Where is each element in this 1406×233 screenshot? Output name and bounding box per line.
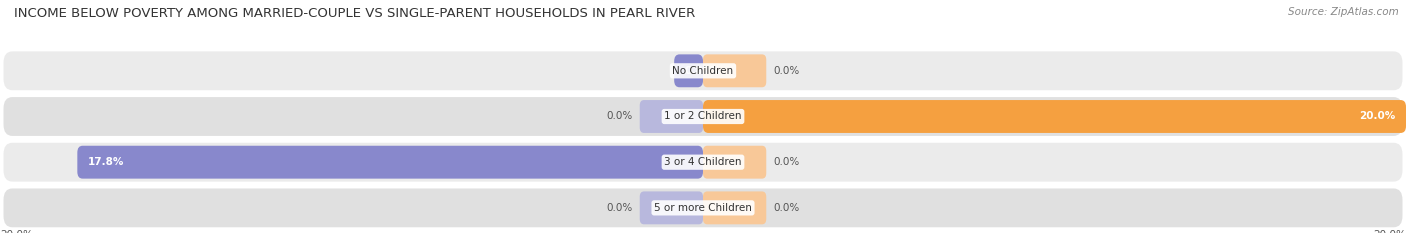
Text: 0.0%: 0.0% — [606, 112, 633, 121]
Text: 0.0%: 0.0% — [773, 157, 800, 167]
FancyBboxPatch shape — [640, 192, 703, 224]
Text: 20.0%: 20.0% — [0, 230, 32, 233]
FancyBboxPatch shape — [4, 97, 1402, 136]
Text: 0.82%: 0.82% — [685, 66, 721, 76]
FancyBboxPatch shape — [4, 188, 1402, 227]
Text: 0.0%: 0.0% — [773, 203, 800, 213]
FancyBboxPatch shape — [703, 100, 1406, 133]
FancyBboxPatch shape — [77, 146, 703, 179]
Text: 3 or 4 Children: 3 or 4 Children — [664, 157, 742, 167]
FancyBboxPatch shape — [703, 146, 766, 179]
Text: 0.0%: 0.0% — [773, 66, 800, 76]
FancyBboxPatch shape — [675, 54, 703, 87]
Text: No Children: No Children — [672, 66, 734, 76]
Text: 1 or 2 Children: 1 or 2 Children — [664, 112, 742, 121]
FancyBboxPatch shape — [4, 51, 1402, 90]
FancyBboxPatch shape — [703, 54, 766, 87]
FancyBboxPatch shape — [640, 100, 703, 133]
Text: 17.8%: 17.8% — [87, 157, 124, 167]
Text: 20.0%: 20.0% — [1374, 230, 1406, 233]
Text: Source: ZipAtlas.com: Source: ZipAtlas.com — [1288, 7, 1399, 17]
FancyBboxPatch shape — [4, 143, 1402, 182]
FancyBboxPatch shape — [703, 192, 766, 224]
Text: 5 or more Children: 5 or more Children — [654, 203, 752, 213]
Text: INCOME BELOW POVERTY AMONG MARRIED-COUPLE VS SINGLE-PARENT HOUSEHOLDS IN PEARL R: INCOME BELOW POVERTY AMONG MARRIED-COUPL… — [14, 7, 696, 20]
Text: 0.0%: 0.0% — [606, 203, 633, 213]
Text: 20.0%: 20.0% — [1360, 112, 1395, 121]
